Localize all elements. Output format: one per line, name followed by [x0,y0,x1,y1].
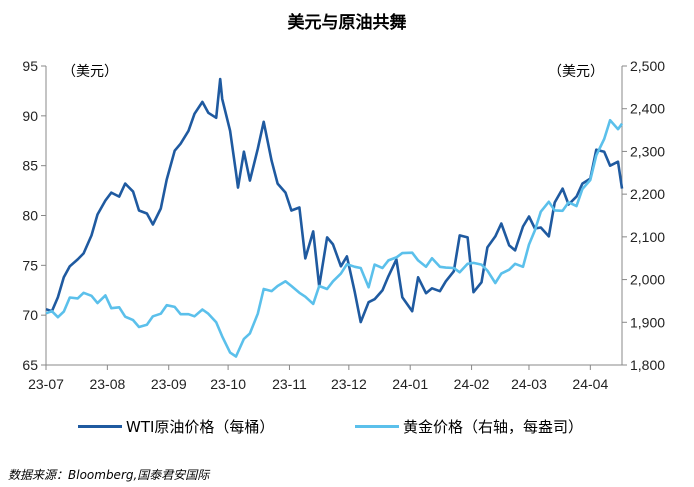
gold-legend-label: 黄金价格（右轴，每盎司） [403,418,584,436]
right-axis-unit: （美元） [548,64,604,80]
x-tick-label: 23-10 [210,376,246,392]
right-tick-label: 2,400 [630,101,665,117]
left-tick-label: 85 [22,158,38,174]
left-tick-label: 75 [22,257,38,273]
right-tick-label: 1,800 [630,357,665,373]
legend-item-gold: 黄金价格（右轴，每盎司） [355,416,583,437]
wti-legend-swatch [78,425,122,428]
left-tick-label: 80 [22,208,38,224]
gold-price-line [45,118,624,358]
series-layer [45,77,624,358]
wti-price-line [45,77,624,324]
right-tick-label: 2,500 [630,58,665,74]
left-tick-label: 90 [22,108,38,124]
x-tick-label: 24-04 [572,376,608,392]
axes-layer: 65 70 75 80 85 90 95 1,800 1,900 2,000 2,100 2,200 2… [22,58,665,392]
right-tick-label: 2,200 [630,186,665,202]
right-tick-label: 2,000 [630,272,665,288]
right-tick-label: 2,300 [630,143,665,159]
chart-title: 美元与原油共舞 [287,13,407,33]
x-tick-label: 24-02 [454,376,490,392]
wti-legend-label: WTI原油价格（每桶） [126,418,275,436]
left-axis-unit: （美元） [62,64,118,80]
left-tick-label: 70 [22,307,38,323]
right-tick-label: 1,900 [630,314,665,330]
x-tick-label: 23-12 [331,376,367,392]
x-tick-label: 23-07 [28,376,64,392]
x-tick-label: 23-08 [89,376,125,392]
left-tick-label: 95 [22,58,38,74]
right-tick-label: 2,100 [630,229,665,245]
source-note: 数据来源：Bloomberg,国泰君安国际 [8,468,210,482]
x-tick-label: 23-11 [272,376,307,392]
legend-item-wti: WTI原油价格（每桶） [78,416,274,437]
x-tick-label: 24-01 [392,376,428,392]
x-tick-label: 24-03 [511,376,547,392]
left-tick-label: 65 [22,357,38,373]
gold-legend-swatch [355,425,399,428]
x-tick-label: 23-09 [151,376,187,392]
